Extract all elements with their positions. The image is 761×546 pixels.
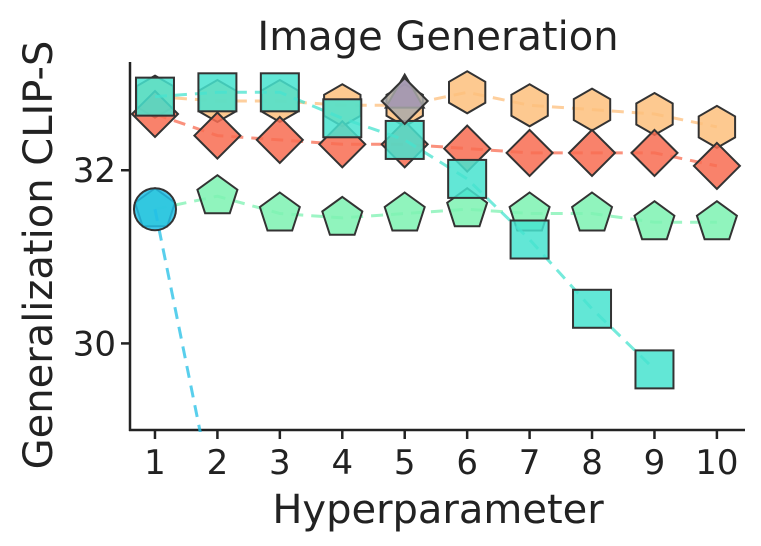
data-point-square [634,349,675,390]
data-point-circle [132,187,177,232]
series-square [134,72,675,390]
axes: 1 2 3 4 5 6 7 8 9 10 30 32 [73,62,745,483]
data-point-square [384,119,425,160]
data-point-hexagon [510,83,549,128]
data-point-square [509,219,550,260]
data-point-square [322,98,363,139]
data-point-pentagon [570,191,614,232]
series-line [154,112,718,168]
data-point-diamond [630,128,679,178]
x-tick-label: 8 [581,443,603,483]
y-tick-label: 32 [73,151,116,191]
data-point-pentagon [196,173,239,215]
data-point-diamond [380,76,430,126]
x-tick-label: 2 [207,443,229,483]
x-tick-label: 4 [331,443,353,483]
data-point-square [197,72,238,113]
series-circle [132,187,202,432]
series-pentagon [133,173,739,241]
x-tick-label: 6 [456,443,478,483]
data-point-pentagon [695,199,739,241]
data-point-square [134,76,175,117]
data-point-diamond [505,128,555,178]
data-point-hexagon [572,87,612,132]
data-point-hexagon [448,70,487,115]
data-point-diamond [692,141,742,191]
data-point-square [572,288,613,329]
x-tick-label: 1 [144,443,166,483]
series-diamond [380,76,430,126]
x-tick-label: 7 [519,443,541,483]
y-tick-label: 30 [73,324,116,364]
data-point-diamond [255,115,305,165]
data-point-pentagon [383,191,426,232]
series-line [154,90,656,371]
x-tick-label: 9 [644,443,666,483]
chart-title: Image Generation [257,14,618,60]
data-point-square [447,158,488,199]
x-tick-label: 5 [394,443,416,483]
data-point-pentagon [633,199,676,241]
series-line [154,194,717,224]
series-line [154,90,718,129]
data-point-square [259,72,300,113]
y-axis-label: Generalization CLIP-S [16,41,62,470]
data-point-diamond [192,111,242,161]
x-tick-label: 3 [269,443,291,483]
x-tick-label: 10 [695,443,738,483]
data-point-pentagon [258,191,301,232]
x-axis-label: Hyperparameter [272,487,604,533]
data-point-pentagon [321,195,364,236]
series-layer [130,70,742,432]
data-point-diamond [567,128,617,178]
